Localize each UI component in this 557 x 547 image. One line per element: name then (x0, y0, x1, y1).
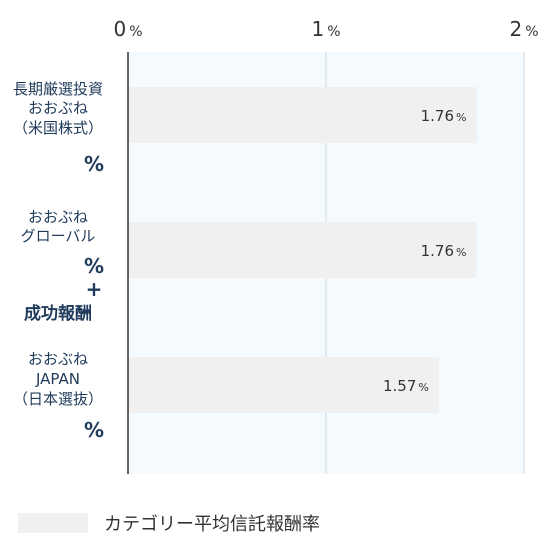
category-label: JAPAN (35, 370, 80, 388)
legend-swatch (18, 513, 88, 533)
x-tick-label: 0% (113, 17, 142, 41)
bar-chart: 1.76 %1.76 %1.57 %0% 1% 2 %長期厳選投資おおぶね（米国株式）%おお… (13, 17, 539, 474)
category-label: 長期厳選投資 (13, 80, 103, 98)
category-label: （米国株式） (13, 119, 103, 137)
category-suffix: % (84, 254, 104, 278)
bar (128, 87, 477, 143)
x-tick-label: 2% (509, 17, 538, 41)
category-label: おおぶね (28, 99, 88, 117)
category-suffix: + (86, 277, 103, 301)
category-suffix: % (84, 418, 104, 442)
category-suffix: % (84, 152, 104, 176)
legend-label: カテゴリー平均信託報酬率 (104, 514, 320, 535)
category-label: （日本選抜） (13, 390, 103, 408)
legend: カテゴリー平均信託報酬率 (18, 512, 320, 535)
category-label: グローバル (21, 227, 96, 245)
category-extra-label: 成功報酬 (24, 303, 92, 324)
bar (128, 222, 477, 278)
category-label: おおぶね (28, 350, 88, 368)
bar (128, 357, 439, 413)
x-tick-label: 1% (311, 17, 340, 41)
category-label: おおぶね (28, 208, 88, 226)
